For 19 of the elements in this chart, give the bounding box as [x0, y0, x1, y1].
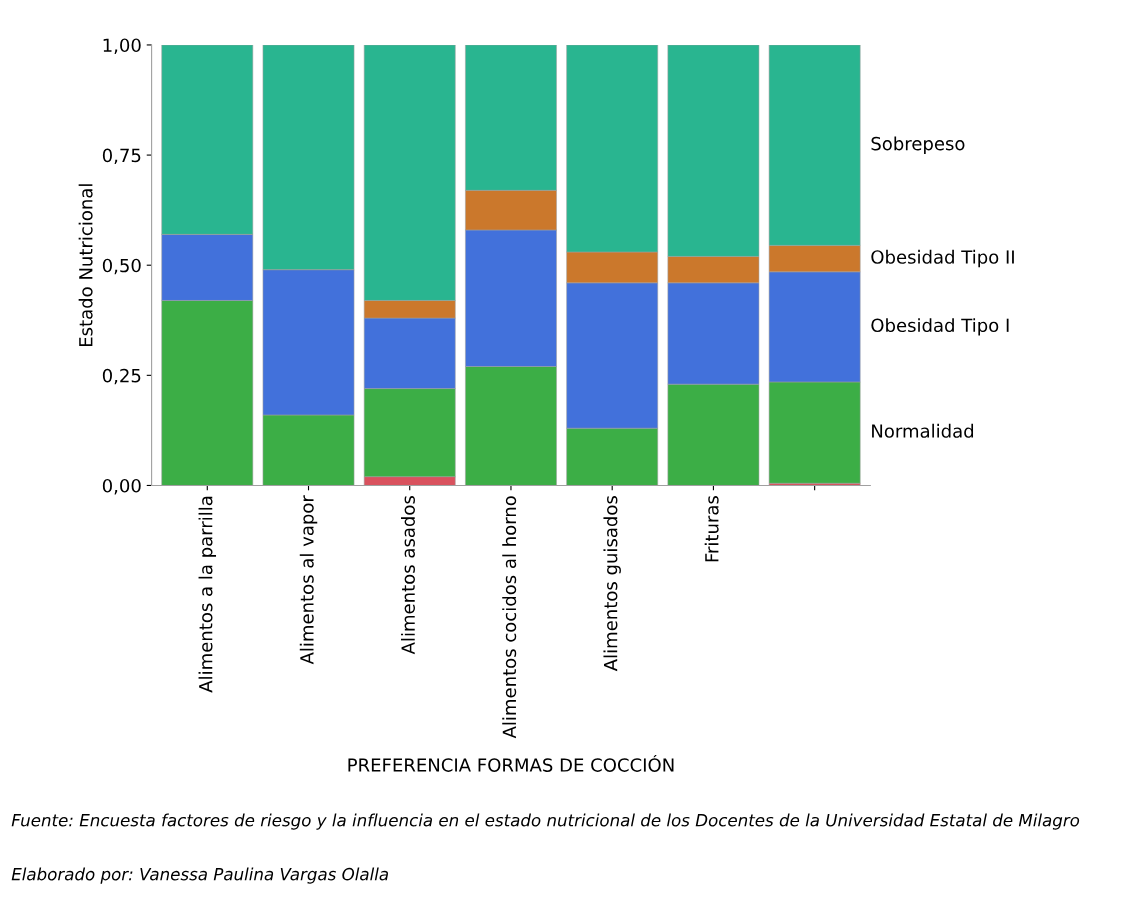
- x-tick-label: Alimentos a la parrilla: [198, 496, 217, 693]
- y-tick-label: 0,25: [102, 368, 141, 385]
- y-tick-label: 0,00: [102, 478, 141, 495]
- series-label: Sobrepeso: [871, 136, 965, 154]
- x-tick-label: Alimentos al vapor: [299, 495, 318, 665]
- y-tick-label: 0,75: [102, 148, 141, 165]
- series-label: Obesidad Tipo I: [871, 318, 1009, 336]
- text: Elaborado por: Vanessa Paulina Vargas Olalla: [11, 867, 388, 884]
- series-label: Obesidad Tipo II: [871, 249, 1014, 268]
- x-tick-label: Alimentos cocidos al horno: [502, 496, 517, 739]
- y-tick-label: 0,50: [102, 258, 141, 275]
- x-tick-label: Alimentos guisados: [603, 496, 621, 672]
- x-tick-label: Frituras: [704, 496, 719, 562]
- x-axis-title: PREFERENCIA FORMAS DE COCCIÓN: [348, 754, 674, 772]
- y-axis-title: Estado Nutricional: [78, 184, 93, 347]
- x-tick-label: Alimentos asados: [401, 496, 415, 655]
- y-tick-label: 1,00: [103, 38, 141, 54]
- source-note: Fuente: Encuesta factores de riesgo y la influencia en el estado nutricional de los Docentes de la Universidad Estatal de Milagro: [11, 813, 1080, 830]
- series-label: Normalidad: [872, 423, 974, 438]
